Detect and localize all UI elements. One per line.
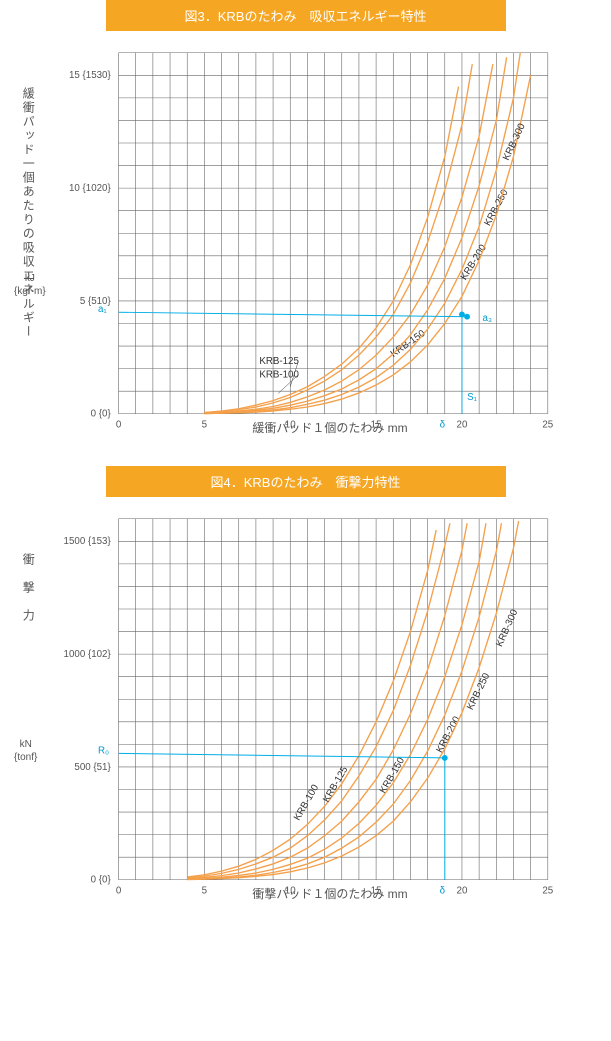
fig4-series-KRB-100 (187, 530, 436, 877)
fig3-anno-a3: a₃ (483, 313, 492, 324)
fig3-grid (119, 53, 548, 414)
fig4-ytick: 500 {51} (74, 762, 111, 773)
fig3-yunit: kJ{kgf·m} (14, 272, 46, 298)
fig3-series-label-KRB-300: KRB-300 (501, 121, 528, 162)
fig4-series-KRB-250 (187, 523, 501, 879)
fig3-series-KRB-125 (204, 64, 472, 412)
fig4-grid (119, 519, 548, 880)
fig4-xtick: 10 (285, 885, 296, 896)
fig3-anno-line (119, 312, 468, 317)
fig3-title: 図3．KRBのたわみ 吸収エネルギー特性 (106, 0, 506, 31)
fig3-series-label-KRB-200: KRB-200 (459, 242, 490, 282)
fig3-series-label-KRB-125: KRB-125 (259, 356, 299, 367)
fig4-xtick: 0 (116, 885, 122, 896)
fig4-series-KRB-150 (187, 523, 467, 878)
fig4-xtick: 20 (457, 885, 468, 896)
fig3-series-KRB-150 (204, 64, 492, 413)
fig4-yunit: kN{tonf} (14, 738, 37, 764)
fig3-xtick: 0 (116, 419, 122, 430)
fig3-plot: 緩衝パッド一個あたりの吸収エネルギーkJ{kgf·m}KRB-100KRB-12… (110, 43, 550, 413)
fig3-xtick: 10 (285, 419, 296, 430)
fig3-ylabel: 緩衝パッド一個あたりの吸収エネルギー (18, 87, 37, 339)
fig4-anno-delta: δ (440, 885, 446, 896)
fig3-anno-dot (459, 312, 465, 318)
fig3-anno-delta: δ (440, 419, 446, 430)
fig4-anno-R0: R₀ (98, 745, 109, 756)
fig4-title: 図4．KRBのたわみ 衝撃力特性 (106, 466, 506, 497)
fig3-series-KRB-200 (204, 57, 506, 413)
fig3-series-label-KRB-250: KRB-250 (482, 187, 511, 228)
fig3-ytick: 5 {510} (80, 296, 112, 307)
fig4-anno-dot (442, 755, 448, 761)
fig4-xtick: 5 (202, 885, 208, 896)
fig4-ytick: 0 {0} (91, 875, 112, 886)
fig3-xtick: 15 (371, 419, 382, 430)
fig3-anno-s1: S₁ (467, 392, 478, 403)
fig4-series-label-KRB-300: KRB-300 (494, 607, 520, 648)
fig3-ytick: 15 {1530} (69, 70, 112, 81)
fig4-ytick: 1500 {153} (64, 536, 112, 547)
fig4-ylabel: 衝 撃 力 (18, 553, 37, 623)
fig3-xtick: 25 (542, 419, 553, 430)
fig4-anno-line (119, 753, 445, 758)
fig3-ytick: 0 {0} (91, 409, 112, 420)
fig3-series-label-KRB-150: KRB-150 (389, 328, 428, 360)
fig3-xtick: 5 (202, 419, 208, 430)
fig4-xtick: 15 (371, 885, 382, 896)
fig3-xtick: 20 (457, 419, 468, 430)
fig3-anno-dot (464, 314, 470, 320)
fig4-series-label-KRB-100: KRB-100 (292, 782, 322, 822)
fig4-plot: 衝 撃 力kN{tonf}KRB-100KRB-125KRB-150KRB-20… (110, 509, 550, 879)
fig3-series-KRB-100 (204, 87, 458, 413)
fig4-series-label-KRB-125: KRB-125 (321, 764, 351, 804)
fig4-ytick: 1000 {102} (64, 649, 112, 660)
fig3-ytick: 10 {1020} (69, 183, 112, 194)
fig3: 図3．KRBのたわみ 吸収エネルギー特性緩衝パッド一個あたりの吸収エネルギーkJ… (0, 0, 611, 436)
fig4: 図4．KRBのたわみ 衝撃力特性衝 撃 力kN{tonf}KRB-100KRB-… (0, 466, 611, 902)
fig4-xtick: 25 (542, 885, 553, 896)
fig4-series-label-KRB-250: KRB-250 (465, 671, 492, 712)
